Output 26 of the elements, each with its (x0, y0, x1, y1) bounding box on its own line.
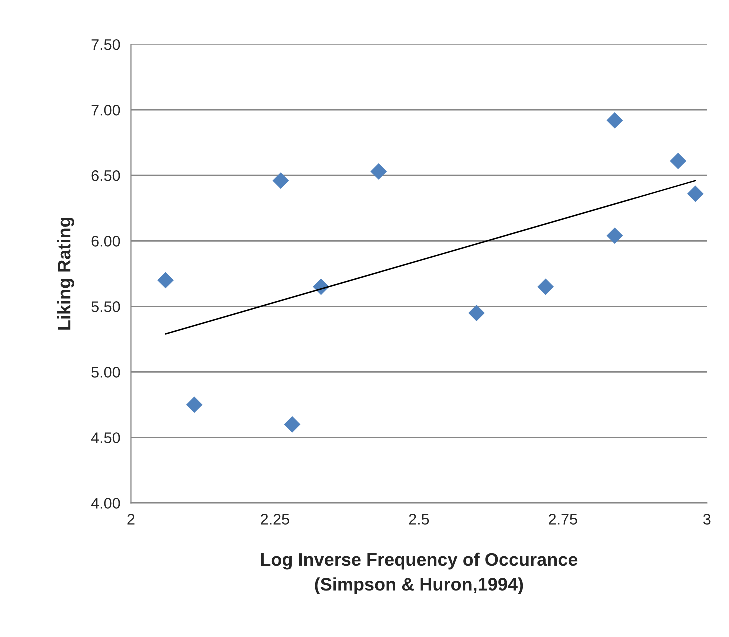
y-tick-label: 4.00 (91, 498, 120, 509)
x-tick-label: 2.75 (549, 514, 578, 525)
x-tick-label: 2 (128, 514, 135, 525)
point (370, 163, 388, 180)
point (606, 228, 624, 244)
point (468, 305, 485, 322)
point (670, 153, 687, 170)
point (538, 278, 554, 296)
x-tick-label: 2.25 (261, 514, 290, 525)
point (272, 172, 290, 190)
y-axis-title: Liking Rating (57, 218, 74, 330)
point (687, 186, 704, 202)
x-tick-label: 3 (703, 514, 711, 525)
y-tick-label: 7.00 (92, 104, 120, 116)
point (186, 396, 203, 414)
point (606, 112, 624, 129)
y-tick-label: 7.50 (92, 39, 120, 50)
y-tick-label: 6.50 (92, 170, 120, 182)
y-tick-label: 5.50 (92, 302, 120, 312)
point (158, 272, 174, 289)
point (284, 416, 301, 433)
y-tick-label: 5.00 (92, 367, 120, 378)
x-tick-label: 2.5 (409, 514, 430, 525)
x-axis-title: Log Inverse Frequency of Occurance (Simpson & Huron,1994) (261, 552, 578, 594)
y-tick-label: 4.50 (91, 432, 120, 444)
y-tick-label: 6.00 (92, 236, 120, 247)
